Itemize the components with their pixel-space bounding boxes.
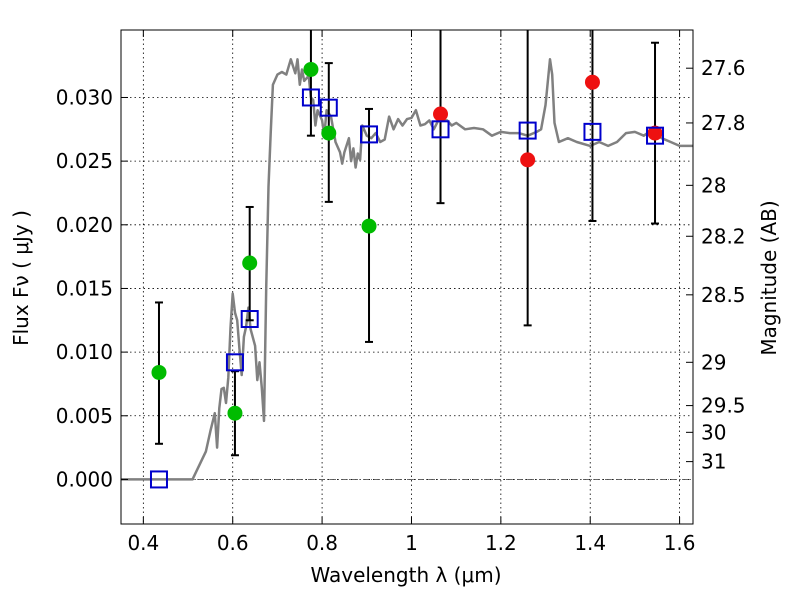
y2-axis-ticks: 27.6 27.8 28 28.2 28.5 29 29.530 31 [686,56,746,474]
x-axis-label: Wavelength λ (μm) [310,563,501,587]
x-tick-label: 0.8 [306,531,338,555]
data-point-square [360,125,379,144]
x-axis-ticks: 0.4 0.6 0.8 1 1.2 1.4 1.6 [127,30,696,555]
data-point-circle [321,125,337,141]
data-point-square [149,470,168,489]
y-tick-label: 0.000 [56,467,113,491]
data-point-square [583,122,602,141]
y2-tick-label: 27.8 [701,111,746,135]
data-point-square [240,310,259,329]
x-tick-label: 0.4 [127,531,159,555]
data-point-square [646,126,665,145]
data-point-circle [647,125,663,141]
data-point-circle [227,405,243,421]
plot-frame [120,29,694,525]
plot-area [121,30,693,489]
data-point-square [431,120,450,139]
data-point-square [301,88,320,107]
data-point-circle [361,218,377,234]
data-point-circle [242,255,258,271]
y-tick-label: 0.005 [56,404,113,428]
x-tick-label: 1 [405,531,418,555]
x-tick-label: 1.4 [574,531,606,555]
data-point-circle [433,106,449,122]
data-point-circle [584,74,600,90]
data-point-square [225,353,244,372]
y2-tick-label: 30 [701,420,726,444]
y2-tick-label: 29.5 [701,394,746,418]
y-tick-label: 0.020 [56,213,113,237]
y-tick-label: 0.015 [56,276,113,300]
data-point-circle [303,61,319,77]
y-axis-label: Flux Fν ( μJy ) [9,210,33,346]
data-point-circle [151,364,167,380]
y2-tick-label: 27.6 [701,56,746,80]
y2-tick-label: 28.2 [701,224,746,248]
x-tick-label: 0.6 [217,531,249,555]
y-axis-ticks: 0.000 0.005 0.010 0.015 0.020 0.025 0.030 [56,85,128,491]
y2-axis-label: Magnitude (AB) [757,200,781,355]
x-tick-label: 1.6 [664,531,696,555]
y2-tick-label: 28.5 [701,283,746,307]
y2-tick-label: 29 [701,350,726,374]
x-tick-label: 1.2 [485,531,517,555]
y2-tick-label: 28 [701,173,726,197]
y-tick-label: 0.010 [56,340,113,364]
spectrum-line [121,58,693,481]
data-point-square [518,121,537,140]
y2-tick-label: 31 [701,450,726,474]
data-point-circle [520,152,536,168]
y-tick-label: 0.030 [56,85,113,109]
y-tick-label: 0.025 [56,149,113,173]
data-point-square [319,98,338,117]
grid-lines [121,30,693,524]
